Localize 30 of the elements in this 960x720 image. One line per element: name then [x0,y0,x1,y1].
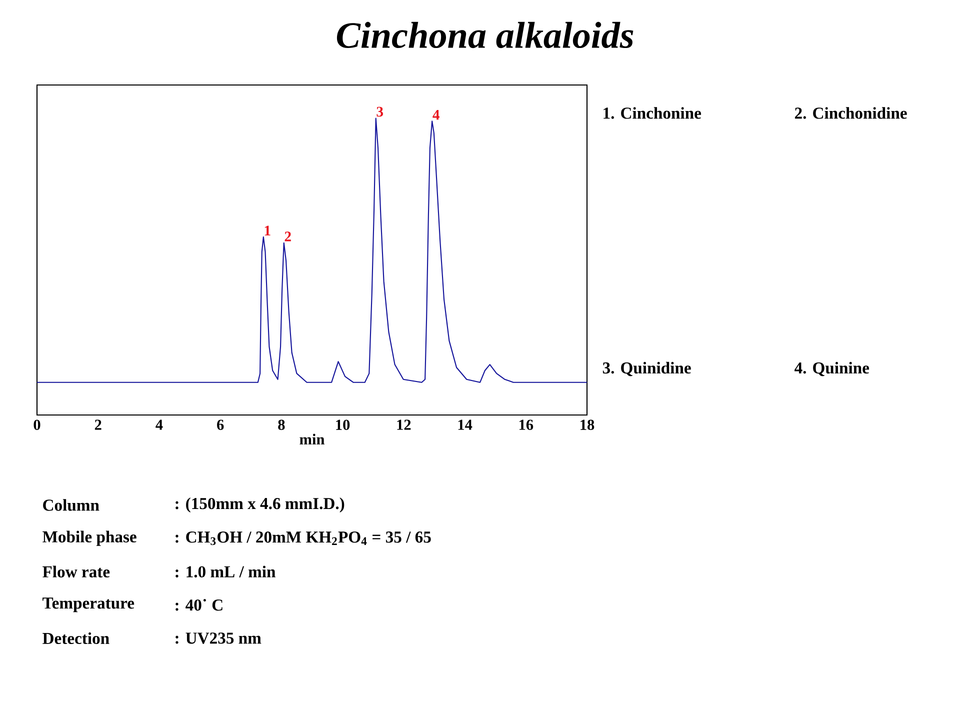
text: 1. Cinchonine [604,107,702,119]
x-tick-label: 4 [156,420,163,430]
text: 2. Cinchonidine [794,107,907,119]
text: : 1.0 mL / min [176,566,276,578]
text: : UV235 nm [176,632,262,644]
x-tick-label: 8 [278,420,285,430]
x-tick-label: 12 [397,420,411,430]
text: 4. Quinine [794,362,870,376]
x-tick-label: 18 [580,420,594,430]
x-axis-title: min [300,434,325,444]
annotation: 3 [376,106,384,117]
annotation: 2 [284,232,291,242]
annotation: 1 [264,226,270,236]
text: Temperature [42,598,134,612]
text: Column [43,499,100,511]
text: : CH$_{3}$OH / 20mM KH$_{2}$PO$_{4}$ = 35 / 65 [176,532,431,546]
text: : 40˙ C [176,599,222,611]
text: : (150mm x 4.6 mmI.D.) [176,497,344,513]
x-tick-label: 10 [336,420,350,430]
chart-title: Cinchona alkaloids [336,22,634,48]
x-tick-label: 0 [34,420,40,430]
text: 3. Quinidine [602,362,691,376]
x-tick-label: 14 [458,420,472,430]
text: Mobile phase [42,530,136,546]
x-tick-label: 16 [519,420,534,430]
x-tick-label: 2 [94,420,102,430]
text: Flow rate [42,566,110,578]
text: Detection [42,632,110,644]
annotation: 4 [432,110,440,120]
x-tick-label: 6 [217,420,224,430]
